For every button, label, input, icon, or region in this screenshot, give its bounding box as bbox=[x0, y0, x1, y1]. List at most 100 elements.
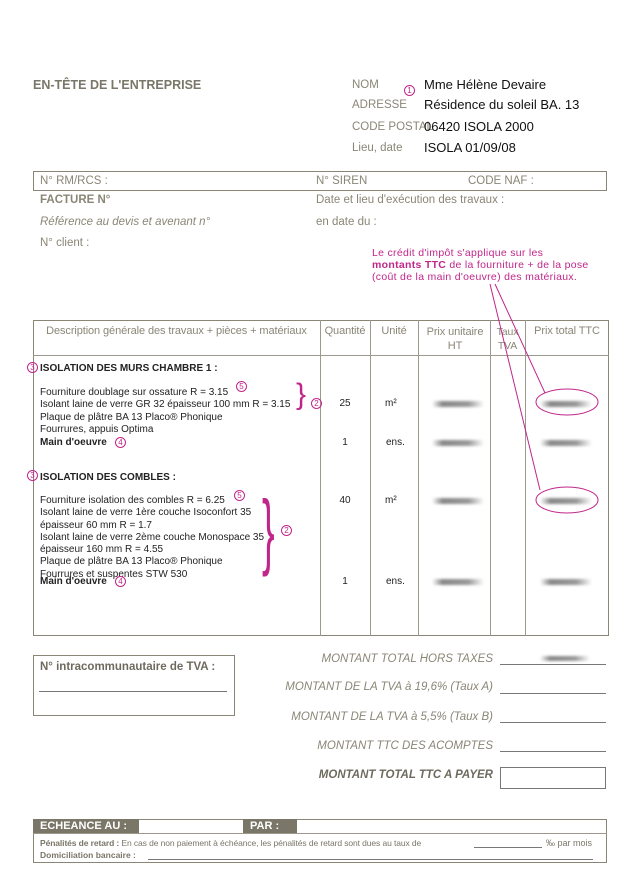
facture-label: FACTURE N° bbox=[40, 194, 111, 206]
tva-intra-label: N° intracommunautaire de TVA : bbox=[40, 661, 216, 673]
col-divider bbox=[320, 320, 321, 636]
col-divider bbox=[418, 320, 419, 636]
brace-icon: } bbox=[296, 378, 307, 411]
penalites-text: Pénalités de retard : En cas de non paie… bbox=[40, 838, 421, 848]
blurred-total bbox=[540, 579, 592, 585]
tva-b-label: MONTANT DE LA TVA à 5,5% (Taux B) bbox=[291, 711, 493, 723]
table-header-divider bbox=[33, 355, 609, 356]
marker-4-icon: 4 bbox=[115, 576, 126, 587]
siren-label: N° SIREN bbox=[316, 175, 368, 187]
note-line-2: de la fourniture + de la pose bbox=[446, 259, 589, 271]
item-line: Fourrures, appuis Optima bbox=[40, 423, 154, 435]
value-code-postal: 06420 ISOLA 2000 bbox=[424, 119, 534, 134]
penalites-label: Pénalités de retard : bbox=[40, 838, 120, 848]
header-unite: Unité bbox=[381, 325, 407, 337]
penalites-rate-field[interactable] bbox=[474, 847, 542, 848]
domiciliation-field[interactable] bbox=[148, 859, 593, 860]
blurred-price bbox=[432, 401, 484, 407]
blurred-total bbox=[540, 498, 592, 504]
marker-5-icon: 5 bbox=[236, 381, 247, 392]
echeance-bar bbox=[33, 819, 139, 833]
echeance-label: ECHEANCE AU : bbox=[40, 820, 127, 832]
header-prix-unitaire: Prix unitaire HT bbox=[426, 326, 484, 352]
marker-5-icon: 5 bbox=[234, 490, 245, 501]
tva-intra-box bbox=[33, 655, 235, 716]
company-header-title: EN-TÊTE DE L'ENTREPRISE bbox=[33, 78, 202, 92]
item-line: Isolant laine de verre 2ème couche Monos… bbox=[40, 531, 265, 543]
arrow-line bbox=[489, 283, 541, 491]
item-line: Fourrures et suspentes STW 530 bbox=[40, 568, 188, 580]
blurred-total bbox=[540, 440, 592, 446]
note-line-1: Le crédit d'impôt s'applique sur les bbox=[372, 247, 544, 259]
section-lines: Fourniture isolation des combles R = 6.2… bbox=[40, 495, 264, 581]
label-code-postal: CODE POSTAL bbox=[352, 121, 433, 133]
tva-b-field[interactable] bbox=[500, 722, 606, 723]
col-divider bbox=[370, 320, 371, 636]
marker-3-icon: 3 bbox=[27, 362, 38, 373]
total-ht-field[interactable] bbox=[500, 664, 606, 665]
reference-label: Référence au devis et avenant n° bbox=[40, 216, 211, 228]
total-ttc-field[interactable] bbox=[500, 767, 606, 789]
item-line: Fourniture doublage sur ossature R = 3.1… bbox=[40, 387, 229, 398]
tva-a-field[interactable] bbox=[500, 693, 606, 694]
domiciliation-label: Domiciliation bancaire : bbox=[40, 850, 136, 860]
marker-2-icon: 2 bbox=[311, 398, 322, 409]
value-nom: Mme Hélène Devaire bbox=[424, 77, 547, 92]
naf-label: CODE NAF : bbox=[468, 175, 534, 187]
labour-quantity: 1 bbox=[342, 576, 348, 587]
item-line: Isolant laine de verre GR 32 épaisseur 1… bbox=[40, 399, 291, 411]
label-lieu-date: Lieu, date bbox=[352, 142, 403, 154]
blurred-price bbox=[432, 440, 484, 446]
item-line: épaisseur 160 mm R = 4.55 bbox=[40, 544, 164, 556]
execution-label: Date et lieu d'exécution des travaux : bbox=[316, 194, 505, 206]
note-line-3: (coût de la main d'oeuvre) des matériaux… bbox=[372, 271, 578, 283]
client-no-label: N° client : bbox=[40, 237, 90, 249]
blurred-price bbox=[432, 498, 484, 504]
section-title: ISOLATION DES MURS CHAMBRE 1 : bbox=[40, 363, 218, 374]
col-divider bbox=[525, 320, 526, 636]
rm-rcs-label: N° RM/RCS : bbox=[40, 175, 108, 187]
brace-icon: } bbox=[262, 483, 275, 577]
label-nom: NOM bbox=[352, 79, 379, 91]
marker-1-icon: 1 bbox=[404, 85, 415, 96]
col-divider bbox=[490, 320, 491, 636]
tax-credit-note: Le crédit d'impôt s'applique sur les mon… bbox=[372, 247, 589, 283]
en-date-label: en date du : bbox=[316, 216, 377, 228]
tva-intra-field[interactable] bbox=[39, 691, 227, 692]
item-line: Plaque de plâtre BA 13 Placo® Phonique bbox=[40, 411, 223, 423]
per-month-label: ‰ par mois bbox=[546, 838, 593, 848]
total-ht-label: MONTANT TOTAL HORS TAXES bbox=[321, 653, 493, 665]
unit: m² bbox=[385, 495, 397, 506]
item-line: Isolant laine de verre 1ère couche Isoco… bbox=[40, 507, 252, 519]
highlight-ellipse bbox=[535, 388, 599, 416]
acomptes-label: MONTANT TTC DES ACOMPTES bbox=[317, 740, 493, 752]
header-description: Description générale des travaux + pièce… bbox=[46, 325, 307, 337]
payment-divider bbox=[33, 833, 607, 834]
quantity: 40 bbox=[339, 495, 351, 506]
penalites-body: En cas de non paiement à échéance, les p… bbox=[119, 838, 422, 848]
labour-quantity: 1 bbox=[342, 437, 348, 448]
header-prix-total: Prix total TTC bbox=[534, 325, 600, 337]
note-bold: montants TTC bbox=[372, 259, 447, 271]
blurred-total bbox=[540, 401, 592, 407]
item-line: Fourniture isolation des combles R = 6.2… bbox=[40, 495, 225, 506]
par-label: PAR : bbox=[250, 820, 280, 832]
par-bar bbox=[243, 819, 297, 833]
labour-label: Main d'oeuvre bbox=[40, 576, 107, 587]
arrow-line bbox=[494, 283, 546, 394]
highlight-ellipse bbox=[535, 486, 599, 514]
value-adresse: Résidence du soleil BA. 13 bbox=[424, 97, 580, 112]
blurred-price bbox=[432, 579, 484, 585]
unit: m² bbox=[385, 398, 397, 409]
value-lieu-date: ISOLA 01/09/08 bbox=[424, 140, 516, 155]
payment-box bbox=[33, 819, 607, 863]
acomptes-field[interactable] bbox=[500, 751, 606, 752]
blurred-total bbox=[540, 656, 590, 661]
quantity: 25 bbox=[339, 398, 351, 409]
marker-3-icon: 3 bbox=[27, 470, 38, 481]
total-ttc-label: MONTANT TOTAL TTC A PAYER bbox=[318, 769, 493, 781]
item-line: Plaque de plâtre BA 13 Placo® Phonique bbox=[40, 556, 223, 568]
registry-box bbox=[33, 171, 607, 191]
section-title: ISOLATION DES COMBLES : bbox=[40, 472, 176, 483]
